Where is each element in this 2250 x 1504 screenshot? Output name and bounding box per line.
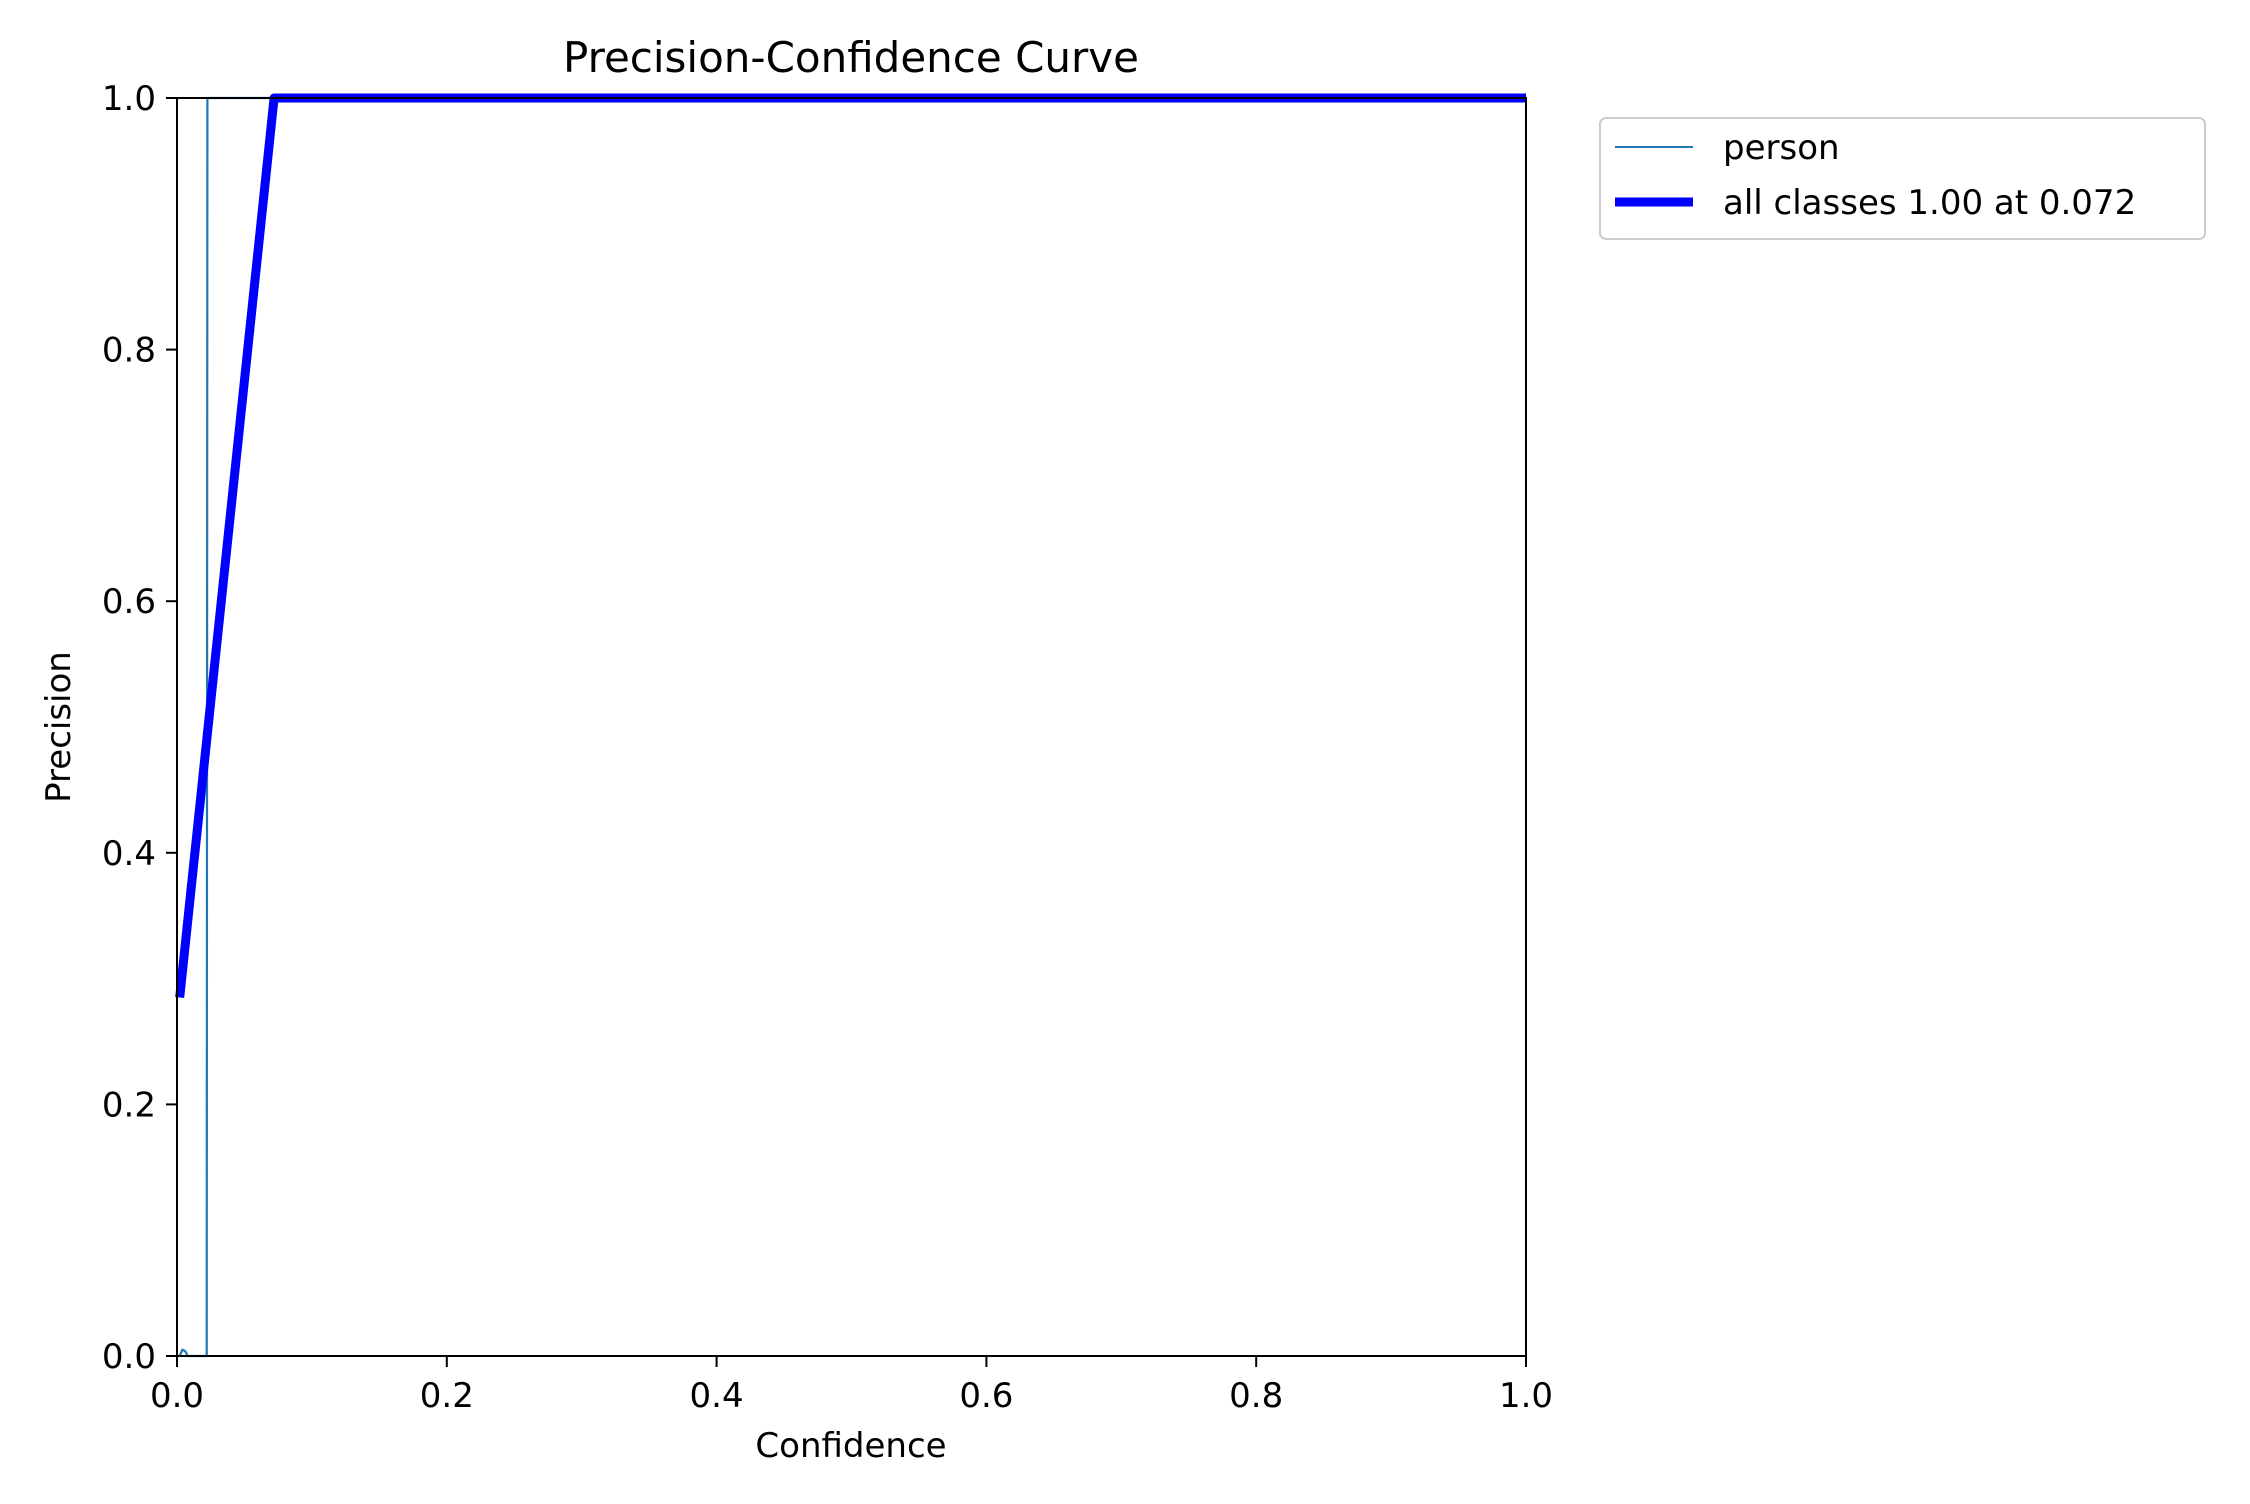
chart-title: Precision-Confidence Curve	[563, 33, 1139, 82]
y-tick-label: 0.0	[102, 1337, 156, 1377]
series-line-person	[178, 96, 1526, 1358]
x-tick-label: 0.6	[959, 1376, 1013, 1416]
plot-frame	[176, 97, 1527, 1357]
x-tick-label: 0.0	[150, 1376, 204, 1416]
y-tick-label: 0.4	[102, 834, 156, 874]
y-tick-label: 1.0	[102, 79, 156, 119]
legend-frame	[1599, 117, 2206, 240]
legend-label-all-classes: all classes 1.00 at 0.072	[1723, 183, 2136, 223]
legend: person all classes 1.00 at 0.072	[1599, 117, 2206, 240]
x-tick-label: 0.4	[690, 1376, 744, 1416]
y-axis-label: Precision	[39, 651, 79, 803]
y-tick-label: 0.6	[102, 582, 156, 622]
y-tick-label: 0.8	[102, 331, 156, 371]
y-tick-label: 0.2	[102, 1085, 156, 1125]
axes-layer: 0.0 0.2 0.4 0.6 0.8 1.0 0.0 0.2 0.4 0.6 0.8 1.0	[102, 79, 1553, 1416]
x-tick-label: 0.2	[420, 1376, 474, 1416]
x-axis-label: Confidence	[755, 1426, 946, 1466]
legend-label-person: person	[1723, 128, 1840, 168]
plot-area	[175, 93, 1526, 1358]
series-line-all-classes	[175, 93, 1526, 998]
x-tick-label: 0.8	[1229, 1376, 1283, 1416]
x-tick-label: 1.0	[1499, 1376, 1553, 1416]
